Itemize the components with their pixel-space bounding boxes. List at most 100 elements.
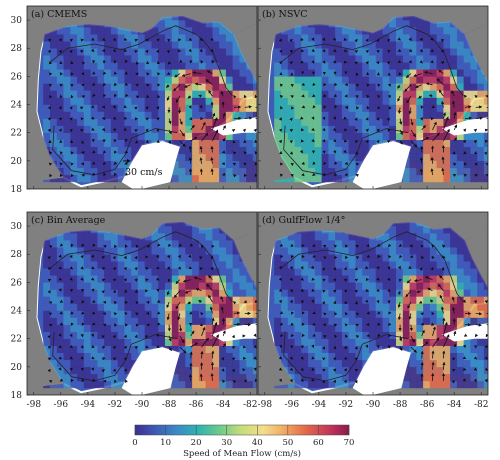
speed-cell [382,118,390,126]
speed-cell [348,247,356,255]
flow-vector [222,138,226,142]
speed-cell [165,41,173,49]
speed-cell [477,104,485,112]
flow-vector [453,124,457,131]
flow-vector [475,323,482,327]
speed-cell [178,268,186,276]
speed-cell [151,104,159,112]
x-tick-label: -96 [285,400,300,410]
speed-cell [63,345,71,353]
speed-cell [314,366,322,375]
speed-cell [239,55,247,63]
speed-cell [314,324,322,332]
speed-cell [178,41,186,49]
speed-cell [321,83,329,91]
flow-vector [48,151,53,155]
speed-cell [50,111,58,119]
speed-cell [491,353,498,360]
speed-cell [308,380,316,389]
speed-cell [56,261,64,269]
speed-cell [212,160,220,169]
speed-cell [450,275,458,283]
flow-vector [253,128,257,133]
speed-cell [328,289,336,297]
flow-vector [333,172,338,177]
speed-cell [375,41,383,49]
speed-cell [355,352,363,361]
speed-cell [335,289,343,297]
speed-cell [144,97,152,105]
speed-cell [63,41,71,49]
flow-vector [134,278,138,282]
speed-cell [158,90,166,98]
speed-cell [117,352,125,361]
flow-vector [211,317,215,325]
speed-cell [232,359,240,368]
speed-cell [429,310,437,318]
speed-cell [178,62,186,70]
speed-cell [158,118,166,126]
speed-cell [341,268,349,276]
speed-cell [90,48,98,56]
speed-cell [198,90,206,98]
speed-cell [301,48,309,56]
speed-cell [205,240,213,248]
speed-cell [321,240,329,248]
speed-cell [321,352,329,361]
speed-cell [477,139,485,147]
speed-cell [396,55,404,63]
speed-cell [301,139,309,147]
speed-cell [137,310,145,318]
speed-cell [151,69,159,77]
speed-cell [104,359,112,368]
speed-cell [321,254,329,262]
speed-cell [151,338,159,346]
speed-cell [416,359,424,368]
speed-cell [287,55,295,63]
speed-cell [185,240,193,248]
speed-cell [335,97,343,105]
speed-cell [117,338,125,346]
speed-cell [219,83,227,91]
speed-cell [477,303,485,311]
flow-vector [80,345,84,349]
flow-vector [355,162,360,166]
speed-cell [63,34,71,42]
speed-cell [219,104,227,112]
speed-cell [165,233,173,241]
speed-cell [70,90,78,98]
speed-cell [185,296,193,304]
speed-cell [239,261,247,269]
flow-vector [413,278,422,283]
flow-vector [113,300,118,305]
speed-cell [375,282,383,290]
flow-vector [376,60,380,65]
speed-cell [110,317,118,325]
x-tick-labels-right: -98 -96 -94 -92 -90 -88 -86 -84 -82 [258,400,489,410]
flow-vector [81,311,85,315]
speed-cell [321,69,329,77]
speed-cell [328,125,336,133]
speed-cell [198,310,206,318]
speed-cell [90,27,98,35]
speed-cell [483,345,488,353]
speed-cell [429,153,437,162]
flow-vector [190,136,198,142]
speed-cell [321,111,329,119]
speed-cell [308,132,316,140]
speed-cell [198,20,206,28]
speed-cell [429,34,437,42]
x-tick-label: -86 [189,400,204,410]
speed-cell [483,76,488,84]
speed-cell [368,289,376,297]
speed-cell [491,297,498,304]
speed-cell [409,254,417,262]
speed-cell [239,345,247,353]
flow-vector [311,60,315,64]
speed-cell [110,27,118,35]
speed-cell [321,34,329,42]
speed-cell [198,359,206,368]
speed-cell [335,125,343,133]
speed-cell [171,233,179,241]
speed-cell [178,380,186,389]
